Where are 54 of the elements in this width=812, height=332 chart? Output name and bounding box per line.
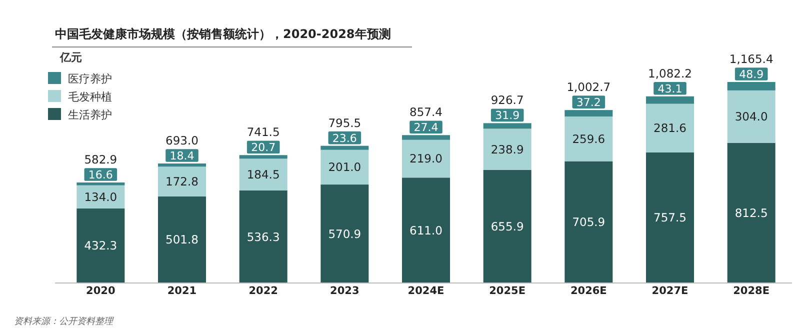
- x-tick-label: 2021: [167, 285, 197, 297]
- data-label: 18.4: [170, 149, 194, 162]
- total-label: 1,082.2: [648, 66, 692, 80]
- data-label: 48.9: [739, 68, 764, 81]
- data-label: 501.8: [166, 232, 198, 247]
- title: 中国毛发健康市场规模（按销售额统计），2020-2028年预测: [55, 27, 391, 41]
- data-label: 757.5: [654, 210, 686, 225]
- legend-item: 生活养护: [48, 108, 112, 122]
- x-tick-label: 2024E: [408, 285, 444, 297]
- data-label: 134.0: [84, 190, 118, 204]
- total-label: 1,165.4: [729, 52, 774, 66]
- data-label: 172.8: [166, 174, 198, 189]
- data-label: 611.0: [410, 223, 442, 238]
- legend-label: 毛发种植: [68, 90, 112, 104]
- data-label: 655.9: [490, 219, 524, 234]
- data-label: 16.6: [88, 168, 113, 182]
- data-label: 37.2: [576, 96, 601, 110]
- x-tick-label: 2026E: [570, 285, 607, 297]
- legend-label: 医疗养护: [68, 72, 112, 86]
- data-label: 812.5: [734, 206, 768, 220]
- x-tick-label: 2025E: [489, 285, 526, 297]
- y-axis-title: 亿元: [59, 51, 82, 64]
- x-tick-label: 2028E: [733, 285, 770, 297]
- total-label: 1,002.7: [566, 80, 611, 94]
- data-label: 27.4: [414, 121, 438, 134]
- data-label: 705.9: [572, 215, 606, 230]
- text: 资料来源：公开资料整理: [14, 316, 114, 327]
- total-label: 926.7: [490, 93, 524, 108]
- data-label: 238.9: [490, 142, 524, 156]
- data-label: 570.9: [328, 226, 362, 241]
- data-label: 23.6: [332, 132, 357, 145]
- x-tick-label: 2027E: [652, 285, 688, 297]
- total-label: 582.9: [84, 152, 118, 166]
- data-label: 304.0: [734, 110, 768, 124]
- data-label: 536.3: [246, 230, 280, 244]
- data-label: 281.6: [654, 121, 686, 136]
- total-label: 741.5: [246, 125, 280, 140]
- x-tick-label: 2022: [248, 285, 278, 297]
- legend-label: 生活养护: [68, 108, 112, 122]
- data-label: 184.5: [246, 168, 280, 182]
- x-tick-label: 2020: [86, 285, 116, 297]
- data-label: 20.7: [251, 141, 276, 154]
- data-label: 31.9: [495, 109, 520, 122]
- total-label: 693.0: [166, 133, 198, 148]
- total-label: 795.5: [328, 116, 362, 130]
- data-label: 201.0: [328, 160, 362, 174]
- legend-item: 毛发种植: [48, 90, 112, 104]
- data-label: 259.6: [572, 132, 606, 146]
- data-label: 43.1: [658, 82, 682, 96]
- data-label: 219.0: [410, 152, 442, 166]
- legend-item: 医疗养护: [48, 72, 112, 86]
- x-tick-label: 2023: [330, 285, 360, 297]
- data-label: 432.3: [84, 238, 118, 253]
- total-label: 857.4: [410, 105, 442, 120]
